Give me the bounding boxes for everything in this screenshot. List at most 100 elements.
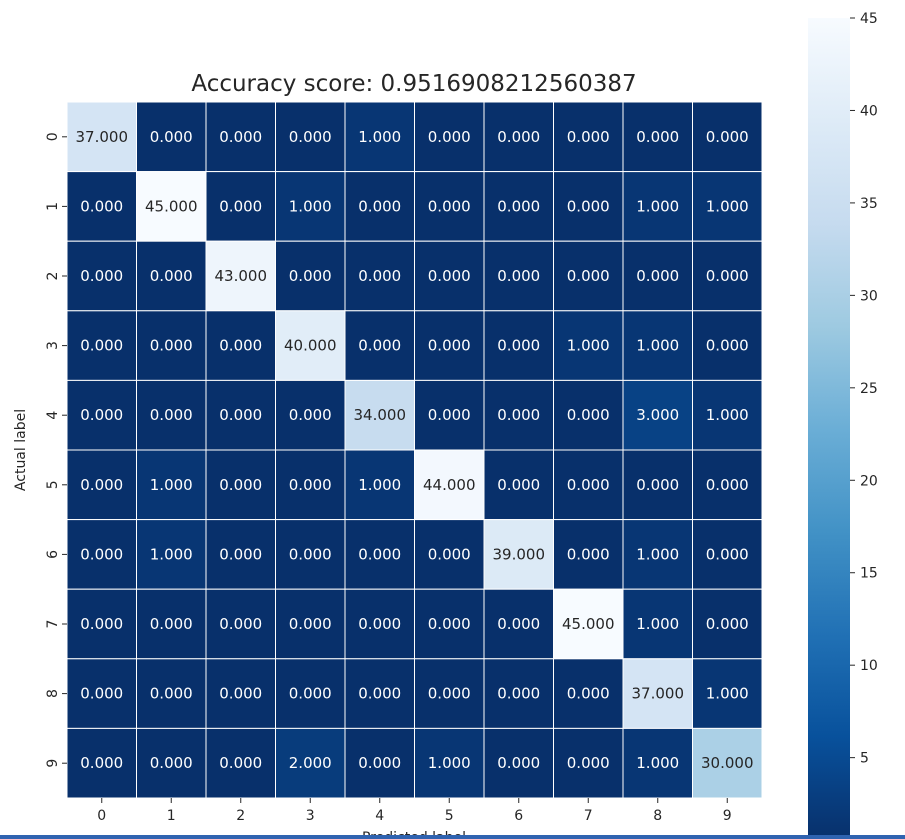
heatmap-cell-label: 0.000 — [706, 337, 749, 355]
heatmap-cell-label: 0.000 — [428, 197, 471, 215]
heatmap-cell-label: 0.000 — [80, 754, 123, 772]
y-axis: 0 1 2 3 4 5 6 7 8 9 — [45, 132, 67, 768]
heatmap-cell-label: 0.000 — [80, 685, 123, 703]
heatmap-cell-label: 1.000 — [706, 685, 749, 703]
heatmap-cell-label: 0.000 — [428, 406, 471, 424]
heatmap-cell — [553, 379, 624, 451]
heatmap-cell-label: 0.000 — [289, 476, 332, 494]
heatmap-cell-label: 0.000 — [567, 545, 610, 563]
heatmap-cell-label: 0.000 — [428, 615, 471, 633]
heatmap-cell-label: 0.000 — [428, 685, 471, 703]
colorbar-tick-label: 10 — [860, 658, 878, 674]
heatmap-cell — [66, 240, 137, 312]
heatmap-cell — [275, 101, 346, 173]
chart-title: Accuracy score: 0.9516908212560387 — [191, 71, 636, 97]
heatmap-cell — [66, 727, 137, 799]
heatmap-cell — [136, 101, 207, 173]
heatmap-cell — [553, 727, 624, 799]
heatmap-cell — [622, 727, 693, 799]
heatmap-cell-label: 0.000 — [289, 267, 332, 285]
heatmap-cell-label: 0.000 — [706, 267, 749, 285]
heatmap-cell-label: 1.000 — [150, 476, 193, 494]
heatmap-cell — [414, 101, 485, 173]
heatmap-cell — [205, 101, 276, 173]
heatmap-cell — [692, 379, 763, 451]
heatmap-cell-label: 0.000 — [567, 476, 610, 494]
y-tick-label: 8 — [45, 689, 61, 698]
heatmap-cell — [622, 658, 693, 729]
heatmap-cell-label: 0.000 — [428, 545, 471, 563]
heatmap-cell — [414, 171, 485, 242]
heatmap-cell-label: 0.000 — [80, 267, 123, 285]
heatmap-cell — [136, 658, 207, 729]
x-tick-label: 9 — [723, 808, 732, 824]
heatmap-cell — [692, 240, 763, 312]
heatmap-cell-label: 0.000 — [219, 128, 262, 146]
x-axis-label: Predicted label — [362, 830, 466, 839]
y-tick-label: 0 — [45, 132, 61, 141]
heatmap-cell-label: 0.000 — [358, 197, 401, 215]
heatmap-cell — [66, 519, 137, 590]
x-tick-label: 7 — [584, 808, 593, 824]
heatmap-cell — [622, 310, 693, 381]
heatmap-cell-label: 0.000 — [706, 545, 749, 563]
heatmap-cell-label: 0.000 — [497, 754, 540, 772]
colorbar-tick-label: 45 — [860, 11, 878, 27]
heatmap-cell — [553, 658, 624, 729]
x-tick-label: 8 — [653, 808, 662, 824]
heatmap-cell — [66, 101, 137, 173]
heatmap-cell — [622, 379, 693, 451]
heatmap-cell-label: 0.000 — [706, 128, 749, 146]
heatmap-cell-label: 0.000 — [150, 754, 193, 772]
heatmap-cell-label: 1.000 — [358, 128, 401, 146]
heatmap-cell-label: 0.000 — [567, 267, 610, 285]
heatmap-cell — [692, 588, 763, 660]
x-axis: 0 1 2 3 4 5 6 7 8 9 — [97, 798, 732, 824]
heatmap-cell-label: 1.000 — [636, 615, 679, 633]
heatmap-cell — [483, 171, 554, 242]
heatmap-cell — [205, 379, 276, 451]
heatmap-cell-label: 2.000 — [289, 754, 332, 772]
heatmap-cell — [414, 449, 485, 521]
heatmap-cell — [414, 519, 485, 590]
heatmap-cell-label: 0.000 — [150, 128, 193, 146]
heatmap-cell — [344, 727, 415, 799]
heatmap-cell — [483, 588, 554, 660]
x-tick-label: 0 — [97, 808, 106, 824]
heatmap-cell-label: 0.000 — [497, 476, 540, 494]
colorbar-tick-label: 40 — [860, 103, 878, 119]
y-tick-label: 6 — [45, 550, 61, 559]
y-tick-label: 5 — [45, 480, 61, 489]
colorbar-tick-label: 30 — [860, 288, 878, 304]
x-tick-label: 5 — [445, 808, 454, 824]
heatmap-cell-label: 1.000 — [150, 545, 193, 563]
heatmap-cell — [136, 727, 207, 799]
heatmap-cell-label: 3.000 — [636, 406, 679, 424]
heatmap-cell — [692, 519, 763, 590]
heatmap-cell-label: 0.000 — [428, 128, 471, 146]
x-tick-label: 4 — [375, 808, 384, 824]
heatmap-cell-label: 43.000 — [215, 267, 268, 285]
heatmap-cell-label: 1.000 — [706, 406, 749, 424]
heatmap-cell — [344, 310, 415, 381]
heatmap-cell-label: 0.000 — [636, 476, 679, 494]
heatmap-cell-label: 0.000 — [219, 337, 262, 355]
heatmap-cell-label: 1.000 — [636, 197, 679, 215]
heatmap-cell-label: 1.000 — [636, 754, 679, 772]
heatmap-cell — [483, 310, 554, 381]
heatmap-cell-label: 0.000 — [497, 685, 540, 703]
heatmap-cell-label: 0.000 — [80, 476, 123, 494]
x-tick-label: 2 — [236, 808, 245, 824]
heatmap-cell-label: 0.000 — [289, 615, 332, 633]
heatmap-cell-label: 0.000 — [706, 615, 749, 633]
heatmap-cell-label: 0.000 — [80, 406, 123, 424]
heatmap-cell — [66, 449, 137, 521]
heatmap-cell-label: 1.000 — [636, 337, 679, 355]
heatmap-cell-label: 0.000 — [358, 754, 401, 772]
heatmap-cell-label: 0.000 — [219, 476, 262, 494]
heatmap-cell-label: 0.000 — [428, 337, 471, 355]
heatmap-cell — [483, 379, 554, 451]
heatmap-cell — [692, 658, 763, 729]
heatmap-cell-label: 0.000 — [706, 476, 749, 494]
